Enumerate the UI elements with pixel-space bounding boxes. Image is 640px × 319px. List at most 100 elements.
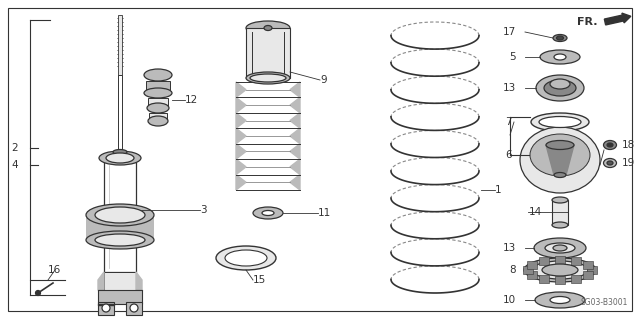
Polygon shape <box>290 97 300 113</box>
Ellipse shape <box>604 159 616 167</box>
Bar <box>118 15 122 75</box>
Text: 1: 1 <box>495 185 502 195</box>
Polygon shape <box>136 272 142 290</box>
Polygon shape <box>290 128 300 144</box>
Ellipse shape <box>550 79 570 89</box>
Ellipse shape <box>540 50 580 64</box>
Text: 2: 2 <box>12 143 18 153</box>
Ellipse shape <box>535 292 585 308</box>
Bar <box>555 276 565 284</box>
Polygon shape <box>236 82 246 97</box>
Text: 11: 11 <box>318 208 332 218</box>
Polygon shape <box>236 159 246 174</box>
Text: 8: 8 <box>509 265 516 275</box>
Bar <box>523 266 533 274</box>
Bar <box>98 302 114 315</box>
Bar <box>246 28 290 78</box>
Ellipse shape <box>546 140 574 150</box>
Ellipse shape <box>553 245 567 251</box>
Polygon shape <box>290 144 300 159</box>
Polygon shape <box>236 97 246 113</box>
Ellipse shape <box>106 153 134 163</box>
Text: 15: 15 <box>253 275 266 285</box>
Ellipse shape <box>253 207 283 219</box>
Polygon shape <box>290 82 300 97</box>
Ellipse shape <box>246 21 290 35</box>
Text: 13: 13 <box>503 83 516 93</box>
Polygon shape <box>236 113 246 128</box>
Ellipse shape <box>550 296 570 303</box>
Ellipse shape <box>536 75 584 101</box>
FancyArrow shape <box>604 13 631 25</box>
Ellipse shape <box>95 207 145 223</box>
Ellipse shape <box>148 116 168 126</box>
Ellipse shape <box>216 246 276 270</box>
Ellipse shape <box>144 88 172 98</box>
Text: 17: 17 <box>503 27 516 37</box>
Bar <box>104 272 136 290</box>
Ellipse shape <box>95 234 145 246</box>
Text: 6: 6 <box>506 150 512 160</box>
Ellipse shape <box>144 69 172 81</box>
Polygon shape <box>290 113 300 128</box>
Ellipse shape <box>86 204 154 226</box>
Ellipse shape <box>113 150 127 154</box>
Ellipse shape <box>557 36 563 40</box>
Ellipse shape <box>524 258 596 282</box>
Ellipse shape <box>246 72 290 84</box>
Ellipse shape <box>554 54 566 60</box>
Bar <box>148 98 168 108</box>
Text: FR.: FR. <box>577 17 598 27</box>
Bar <box>104 162 136 272</box>
Text: 12: 12 <box>185 95 198 105</box>
Ellipse shape <box>86 231 154 249</box>
Polygon shape <box>546 145 574 175</box>
Bar <box>527 261 538 269</box>
Bar <box>571 257 581 265</box>
Bar <box>527 271 538 279</box>
Bar <box>539 257 549 265</box>
Ellipse shape <box>35 291 40 295</box>
Polygon shape <box>290 159 300 174</box>
Bar <box>582 261 593 269</box>
Ellipse shape <box>262 211 274 216</box>
Text: 14: 14 <box>529 207 542 217</box>
Bar <box>149 113 167 121</box>
Bar <box>587 266 597 274</box>
Ellipse shape <box>604 140 616 150</box>
Bar <box>118 75 122 155</box>
Text: 5: 5 <box>509 52 516 62</box>
Ellipse shape <box>552 197 568 203</box>
Text: 10: 10 <box>503 295 516 305</box>
Text: 18: 18 <box>622 140 636 150</box>
Bar <box>555 256 565 264</box>
Ellipse shape <box>554 173 566 177</box>
Ellipse shape <box>250 74 286 82</box>
Ellipse shape <box>130 304 138 312</box>
Ellipse shape <box>102 304 110 312</box>
Polygon shape <box>98 304 114 305</box>
Ellipse shape <box>531 113 589 131</box>
Ellipse shape <box>542 264 578 276</box>
Ellipse shape <box>607 143 613 147</box>
Ellipse shape <box>264 26 272 31</box>
Polygon shape <box>98 272 104 290</box>
Text: SG03-B3001: SG03-B3001 <box>580 298 628 307</box>
Polygon shape <box>236 128 246 144</box>
Bar <box>146 81 170 93</box>
Ellipse shape <box>539 116 581 128</box>
Bar <box>582 271 593 279</box>
Ellipse shape <box>532 261 588 279</box>
Ellipse shape <box>553 34 567 41</box>
Ellipse shape <box>552 222 568 228</box>
Polygon shape <box>290 174 300 190</box>
Text: 19: 19 <box>622 158 636 168</box>
Bar <box>98 290 142 304</box>
Ellipse shape <box>534 238 586 258</box>
Ellipse shape <box>607 161 613 165</box>
Text: 9: 9 <box>320 75 326 85</box>
Bar <box>571 275 581 283</box>
Polygon shape <box>236 144 246 159</box>
Ellipse shape <box>99 151 141 165</box>
Bar <box>552 200 568 225</box>
